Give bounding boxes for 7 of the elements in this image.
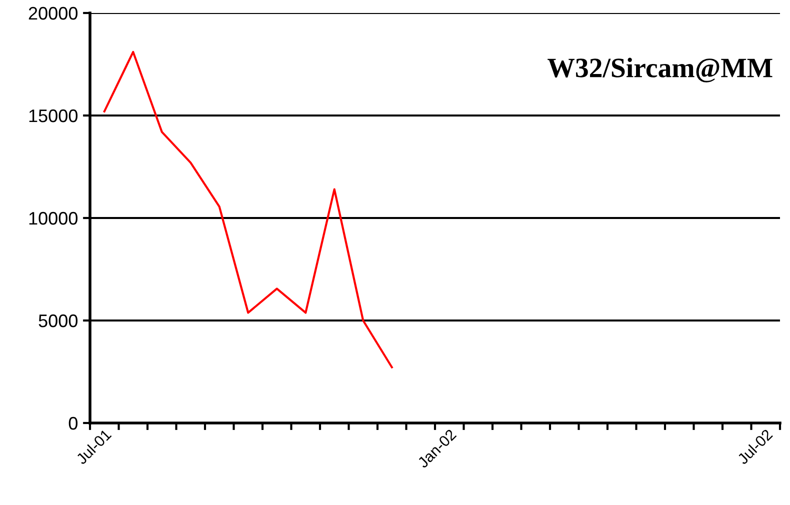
y-tick-label: 20000	[28, 6, 78, 20]
y-tick-label: 0	[68, 416, 78, 430]
y-tick-label: 5000	[38, 314, 78, 328]
line-series	[103, 50, 393, 368]
text: W32/Sircam@MM	[548, 58, 772, 82]
y-tick-label: 10000	[29, 212, 78, 225]
y-tick-label: 15000	[29, 109, 78, 122]
